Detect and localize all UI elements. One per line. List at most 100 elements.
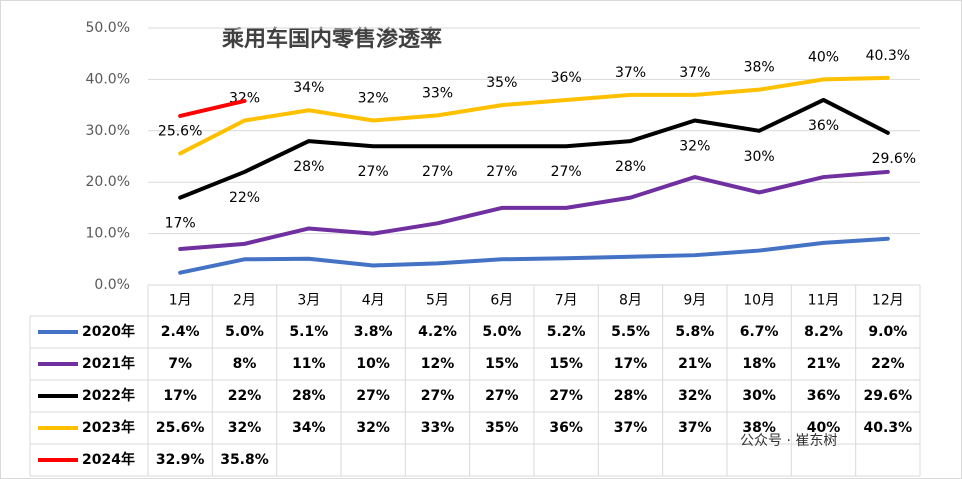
x-tick-label: 10月	[743, 293, 775, 309]
x-tick-label: 2月	[233, 293, 256, 309]
x-tick-label: 9月	[683, 293, 706, 309]
table-cell: 32%	[228, 420, 262, 436]
data-label: 29.6%	[872, 151, 916, 167]
table-cell: 4.2%	[418, 324, 457, 340]
table-cell: 37%	[678, 420, 712, 436]
table-cell: 10%	[356, 356, 390, 372]
data-label: 40%	[808, 49, 839, 65]
table-cell: 5.0%	[225, 324, 264, 340]
series-line	[178, 97, 890, 200]
data-label: 37%	[679, 65, 710, 81]
table-cell: 29.6%	[864, 388, 913, 404]
data-label: 17%	[165, 216, 196, 232]
table-cell: 21%	[807, 356, 841, 372]
x-tick-label: 12月	[872, 293, 904, 309]
table-cell: 12%	[421, 356, 455, 372]
table-cell: 25.6%	[156, 420, 205, 436]
table-cell: 35%	[485, 420, 519, 436]
table-cell: 17%	[163, 388, 197, 404]
series-line	[178, 236, 890, 275]
x-tick-label: 6月	[490, 293, 513, 309]
data-label: 25.6%	[158, 123, 202, 139]
table-cell: 8%	[233, 356, 257, 372]
table-cell: 36%	[549, 420, 583, 436]
series-line	[178, 75, 890, 156]
table-cell: 27%	[356, 388, 390, 404]
data-label: 36%	[551, 70, 582, 86]
x-tick-label: 11月	[808, 293, 840, 309]
y-tick-label: 20.0%	[86, 174, 130, 190]
data-label: 32%	[679, 139, 710, 155]
table-cell: 15%	[549, 356, 583, 372]
data-label: 27%	[358, 164, 389, 180]
table-cell: 30%	[742, 388, 776, 404]
table-cell: 17%	[614, 356, 648, 372]
y-tick-label: 10.0%	[86, 226, 130, 242]
legend-label: 2024年	[82, 451, 135, 468]
table-cell: 32%	[678, 388, 712, 404]
table-cell: 22%	[228, 388, 262, 404]
table-cell: 5.2%	[547, 324, 586, 340]
data-label: 27%	[422, 164, 453, 180]
data-label: 22%	[229, 190, 260, 206]
data-label: 37%	[615, 65, 646, 81]
table-cell: 5.5%	[611, 324, 650, 340]
x-tick-label: 8月	[619, 293, 642, 309]
data-label: 38%	[744, 60, 775, 76]
table-cell: 8.2%	[804, 324, 843, 340]
x-tick-label: 3月	[297, 293, 320, 309]
data-label: 34%	[293, 80, 324, 96]
table-cell: 32.9%	[156, 452, 205, 468]
table-cell: 32%	[356, 420, 390, 436]
x-tick-label: 5月	[426, 293, 449, 309]
data-label: 28%	[293, 159, 324, 175]
y-tick-label: 50.0%	[86, 20, 130, 36]
legend-label: 2023年	[82, 419, 135, 436]
table-cell: 37%	[614, 420, 648, 436]
table-cell: 6.7%	[740, 324, 779, 340]
table-cell: 36%	[807, 388, 841, 404]
chart-title: 乘用车国内零售渗透率	[221, 26, 442, 52]
y-tick-label: 30.0%	[86, 123, 130, 139]
table-cell: 5.8%	[675, 324, 714, 340]
data-label: 33%	[422, 85, 453, 101]
x-tick-label: 7月	[555, 293, 578, 309]
x-tick-label: 1月	[169, 293, 192, 309]
table-cell: 18%	[742, 356, 776, 372]
table-cell: 27%	[421, 388, 455, 404]
table-cell: 33%	[421, 420, 455, 436]
table-cell: 21%	[678, 356, 712, 372]
table-cell: 5.0%	[482, 324, 521, 340]
data-label: 27%	[486, 164, 517, 180]
data-label: 35%	[486, 75, 517, 91]
watermark: 公众号 · 崔东树	[740, 433, 837, 449]
table-cell: 28%	[292, 388, 326, 404]
series-line	[178, 169, 890, 252]
table-cell: 7%	[168, 356, 192, 372]
table-cell: 15%	[485, 356, 519, 372]
y-tick-label: 0.0%	[94, 277, 130, 293]
table-cell: 27%	[549, 388, 583, 404]
table-cell: 40.3%	[864, 420, 913, 436]
data-label: 28%	[615, 159, 646, 175]
table-cell: 11%	[292, 356, 326, 372]
table-cell: 38%	[742, 420, 776, 436]
table-cell: 5.1%	[289, 324, 328, 340]
data-label: 30%	[744, 149, 775, 165]
table-cell: 28%	[614, 388, 648, 404]
data-label: 32%	[358, 91, 389, 107]
data-label: 40.3%	[866, 48, 910, 64]
data-label: 27%	[551, 164, 582, 180]
table-cell: 2.4%	[161, 324, 200, 340]
series-line	[178, 98, 247, 118]
legend-label: 2022年	[82, 387, 135, 404]
table-cell: 3.8%	[354, 324, 393, 340]
table-cell: 34%	[292, 420, 326, 436]
table-cell: 35.8%	[220, 452, 269, 468]
table-cell: 40%	[807, 420, 841, 436]
x-tick-label: 4月	[362, 293, 385, 309]
legend-label: 2021年	[82, 355, 135, 372]
legend-label: 2020年	[82, 323, 135, 340]
